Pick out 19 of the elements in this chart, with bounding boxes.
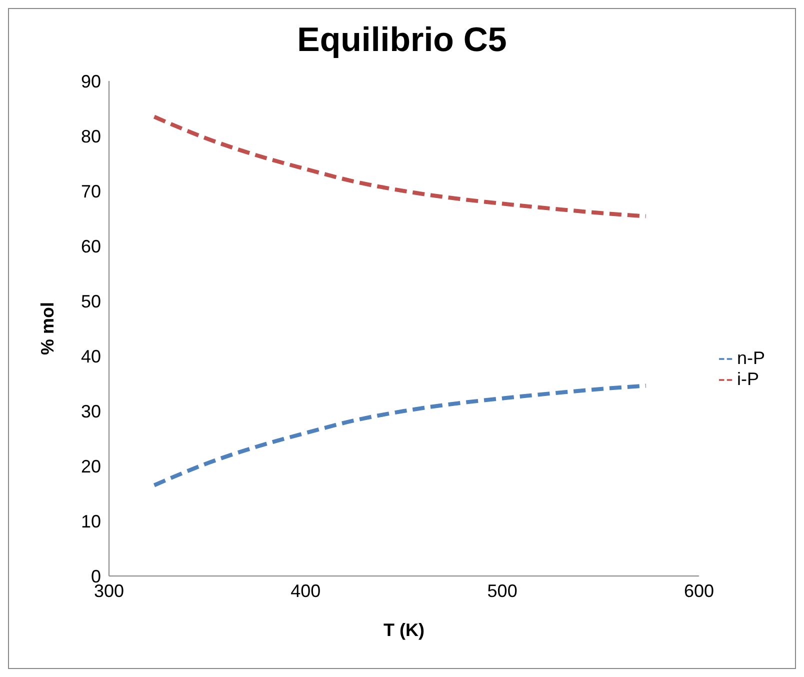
x-tick-label: 400	[290, 580, 321, 601]
y-tick-label: 50	[80, 291, 101, 312]
y-axis-title: % mol	[37, 302, 58, 356]
line-series	[152, 114, 648, 218]
y-tick-label: 70	[80, 181, 101, 202]
x-tick-label: 600	[684, 580, 714, 601]
x-tick-label: 500	[487, 580, 518, 601]
y-tick-label: 30	[80, 401, 101, 422]
y-tick-label: 40	[80, 346, 101, 366]
chart-title: Equilibrio C5	[296, 21, 508, 61]
y-tick-label: 10	[80, 511, 101, 532]
legend-label: i-P	[736, 368, 759, 388]
y-tick-label: 60	[80, 236, 101, 256]
y-tick-label: 80	[80, 126, 101, 146]
x-axis-title: T (K)	[384, 620, 424, 640]
line-series	[152, 384, 648, 488]
legend-label: n-P	[736, 348, 765, 368]
y-tick-label: 90	[80, 71, 101, 92]
y-tick-label: 20	[80, 456, 101, 476]
